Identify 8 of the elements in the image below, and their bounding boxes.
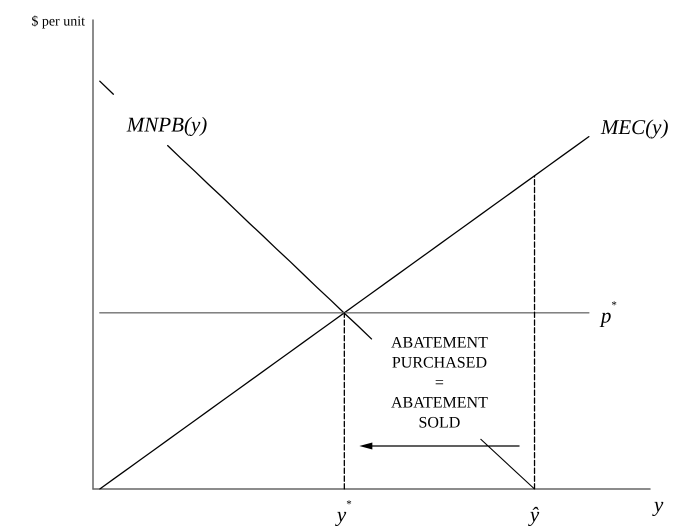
y-axis-title: $ per unit [31, 14, 86, 30]
annotation: ABATEMENT PURCHASED = ABATEMENT SOLD [390, 334, 488, 432]
x-axis-title: y [652, 492, 664, 516]
series-label: MEC(y) [600, 115, 669, 140]
x-tick-label: y* [334, 498, 352, 526]
series-label: MNPB(y) [126, 112, 208, 137]
series-label: p* [598, 299, 617, 328]
x-tick-label: ŷ [528, 502, 540, 526]
